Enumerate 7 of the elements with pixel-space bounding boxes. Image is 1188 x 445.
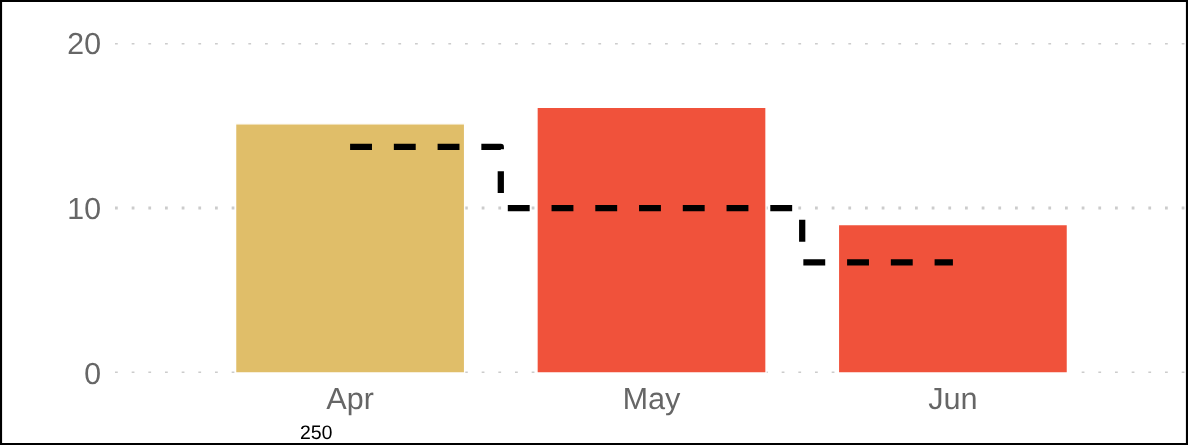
x-tick-label: May — [625, 388, 681, 416]
x-tick-label: Apr — [326, 388, 374, 416]
y-tick-label: 0 — [85, 362, 100, 385]
y-tick-label: 10 — [69, 197, 100, 220]
text: 250 — [300, 425, 332, 440]
x-tick-label: Jun — [928, 388, 976, 410]
y-tick-label: 20 — [68, 32, 100, 55]
